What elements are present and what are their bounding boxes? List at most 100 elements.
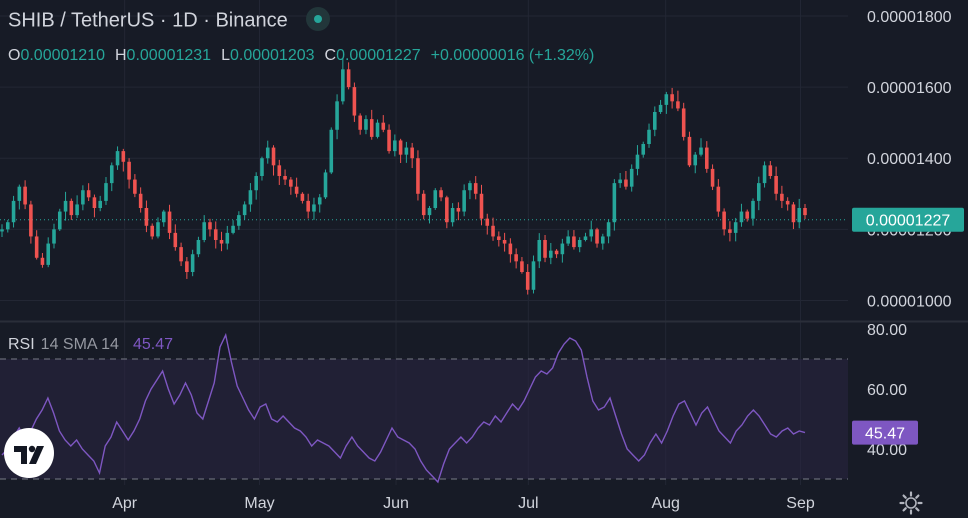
candle[interactable]: [595, 227, 599, 248]
candle[interactable]: [11, 195, 16, 228]
candle[interactable]: [647, 123, 651, 148]
candle[interactable]: [473, 176, 478, 200]
candle[interactable]: [34, 230, 39, 260]
candle[interactable]: [421, 190, 426, 220]
candle[interactable]: [104, 177, 108, 205]
candle[interactable]: [681, 102, 686, 141]
gear-icon[interactable]: [898, 490, 924, 516]
candle[interactable]: [202, 215, 206, 243]
candle[interactable]: [658, 99, 663, 114]
candle[interactable]: [294, 177, 299, 198]
candle[interactable]: [237, 211, 241, 230]
candle[interactable]: [283, 169, 287, 186]
candle[interactable]: [445, 195, 449, 229]
candle[interactable]: [156, 217, 160, 239]
candle[interactable]: [185, 257, 189, 279]
candle[interactable]: [317, 194, 322, 213]
candle[interactable]: [572, 230, 576, 250]
candle[interactable]: [231, 220, 235, 235]
candle[interactable]: [520, 257, 524, 274]
candle[interactable]: [173, 224, 178, 251]
candle[interactable]: [138, 187, 143, 213]
candle[interactable]: [768, 161, 773, 179]
candle[interactable]: [81, 185, 85, 211]
candle[interactable]: [29, 200, 33, 244]
candle[interactable]: [780, 185, 784, 209]
candle[interactable]: [398, 138, 403, 163]
candle[interactable]: [144, 200, 149, 233]
candle[interactable]: [797, 198, 802, 229]
candle[interactable]: [190, 249, 195, 277]
candle[interactable]: [693, 152, 698, 174]
candle[interactable]: [491, 217, 495, 241]
candle[interactable]: [612, 179, 617, 231]
candle[interactable]: [774, 166, 778, 201]
candle[interactable]: [86, 183, 91, 202]
candle[interactable]: [583, 232, 588, 242]
candle[interactable]: [289, 177, 293, 195]
candle[interactable]: [497, 231, 501, 247]
candle[interactable]: [537, 233, 542, 269]
candle[interactable]: [462, 184, 466, 217]
symbol-title[interactable]: SHIB / TetherUS · 1D · Binance: [8, 9, 288, 32]
candle[interactable]: [641, 141, 646, 158]
rsi-line[interactable]: [1, 332, 806, 484]
candle[interactable]: [92, 194, 97, 218]
candle[interactable]: [762, 161, 767, 188]
candle[interactable]: [127, 158, 131, 189]
candle[interactable]: [109, 162, 114, 192]
candle[interactable]: [271, 145, 276, 176]
candle[interactable]: [329, 127, 334, 175]
candle[interactable]: [352, 82, 357, 122]
candle[interactable]: [525, 264, 530, 295]
candle[interactable]: [670, 87, 674, 109]
candle[interactable]: [40, 253, 45, 268]
candle[interactable]: [323, 169, 328, 200]
candle[interactable]: [485, 213, 490, 235]
candle[interactable]: [63, 191, 68, 221]
candle[interactable]: [161, 209, 166, 227]
candle[interactable]: [756, 176, 761, 211]
candle[interactable]: [242, 201, 247, 220]
candle[interactable]: [456, 202, 461, 221]
candle[interactable]: [115, 146, 120, 170]
candle[interactable]: [705, 141, 709, 173]
candle[interactable]: [606, 219, 611, 244]
candle[interactable]: [167, 204, 172, 240]
candle[interactable]: [404, 141, 409, 163]
candle[interactable]: [664, 91, 669, 114]
candle[interactable]: [265, 140, 270, 164]
candle[interactable]: [751, 198, 755, 226]
candle[interactable]: [23, 180, 27, 210]
candle[interactable]: [364, 115, 368, 135]
candle[interactable]: [346, 62, 351, 90]
candle[interactable]: [502, 232, 507, 252]
candle[interactable]: [387, 124, 391, 154]
candle[interactable]: [601, 233, 605, 250]
candle[interactable]: [57, 208, 62, 231]
candle[interactable]: [196, 236, 201, 258]
candle[interactable]: [785, 197, 790, 211]
candle[interactable]: [624, 171, 628, 190]
candle[interactable]: [543, 234, 547, 263]
candle[interactable]: [369, 109, 374, 140]
candle[interactable]: [46, 237, 51, 268]
candle[interactable]: [653, 106, 657, 137]
candle[interactable]: [260, 156, 264, 181]
candle[interactable]: [710, 164, 715, 191]
candle[interactable]: [208, 218, 212, 237]
candle[interactable]: [549, 243, 553, 265]
candle[interactable]: [589, 220, 594, 242]
candle[interactable]: [554, 249, 559, 259]
candle[interactable]: [531, 255, 536, 294]
candle[interactable]: [716, 179, 721, 217]
candle[interactable]: [133, 174, 137, 198]
eye-dot-icon[interactable]: [305, 7, 330, 31]
candle[interactable]: [566, 230, 570, 246]
candle[interactable]: [514, 248, 518, 269]
candle[interactable]: [393, 134, 397, 157]
candle[interactable]: [248, 183, 253, 212]
candle[interactable]: [577, 237, 582, 253]
candle[interactable]: [791, 202, 796, 230]
candles[interactable]: [0, 58, 807, 295]
